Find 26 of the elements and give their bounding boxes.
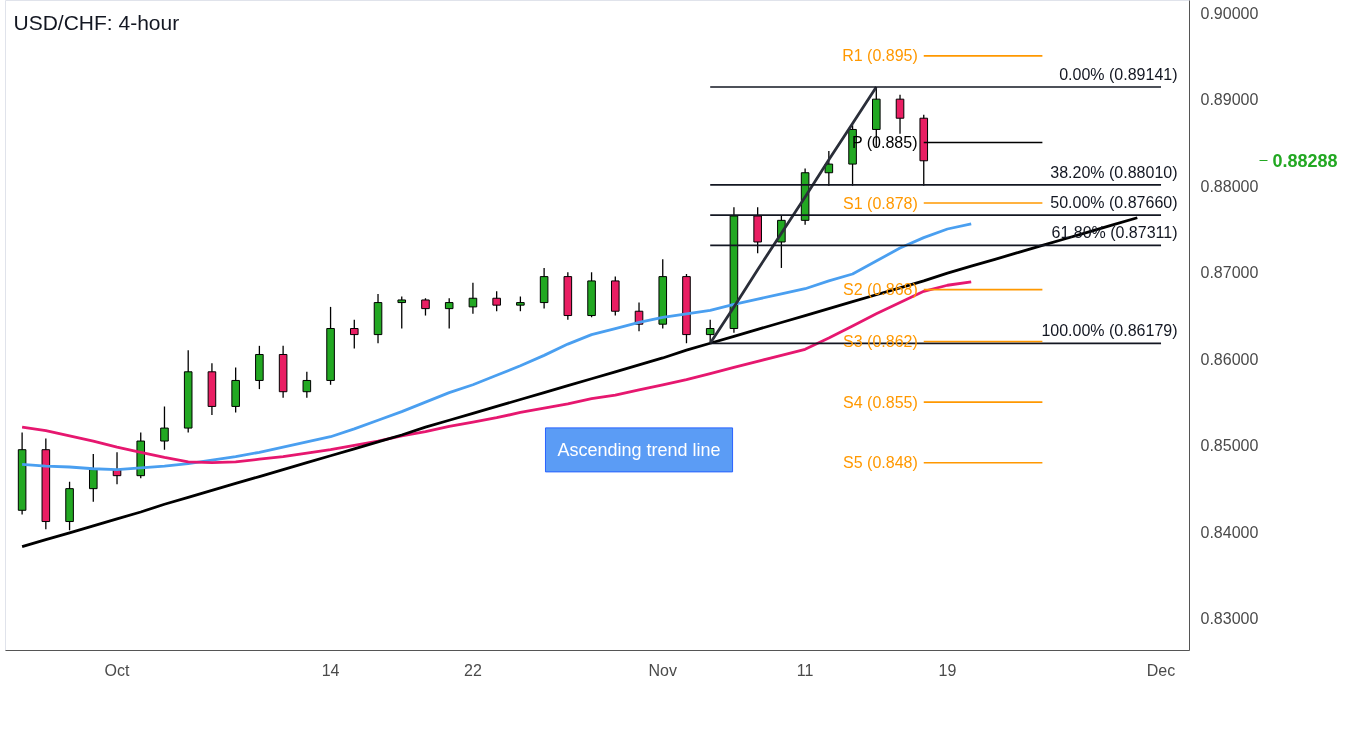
- y-tick-label: 0.88000: [1200, 177, 1259, 195]
- series-label: 100.00% (0.86179): [1041, 322, 1178, 340]
- series-label: 0.00% (0.89141): [1059, 65, 1178, 83]
- series-label: S5 (0.848): [843, 454, 918, 472]
- series-label: S4 (0.855): [843, 393, 918, 411]
- x-tick-label: 14: [321, 661, 340, 679]
- series-label: R1 (0.895): [842, 47, 918, 65]
- x-tick-label: Dec: [1146, 661, 1176, 679]
- x-tick-label: 19: [938, 661, 957, 679]
- series-label: 50.00% (0.87660): [1050, 194, 1178, 212]
- series-label: 38.20% (0.88010): [1050, 163, 1178, 181]
- text: Ascending trend line: [557, 439, 721, 460]
- y-tick-label: 0.83000: [1200, 610, 1259, 628]
- text: 0.88288: [1272, 151, 1338, 172]
- y-tick-label: 0.89000: [1200, 91, 1259, 109]
- x-tick-label: Oct: [104, 661, 131, 679]
- y-tick-label: 0.86000: [1200, 350, 1259, 368]
- x-tick-label: 11: [796, 661, 814, 679]
- x-tick-label: Nov: [648, 661, 677, 679]
- y-tick-label: 0.87000: [1200, 264, 1259, 282]
- y-tick-label: 0.85000: [1200, 437, 1259, 455]
- text: USD/CHF: 4-hour: [13, 10, 180, 34]
- y-tick-label: 0.84000: [1200, 523, 1259, 541]
- series-label: S1 (0.878): [843, 194, 918, 212]
- y-tick-label: 0.90000: [1200, 4, 1259, 22]
- x-tick-label: 22: [464, 661, 482, 679]
